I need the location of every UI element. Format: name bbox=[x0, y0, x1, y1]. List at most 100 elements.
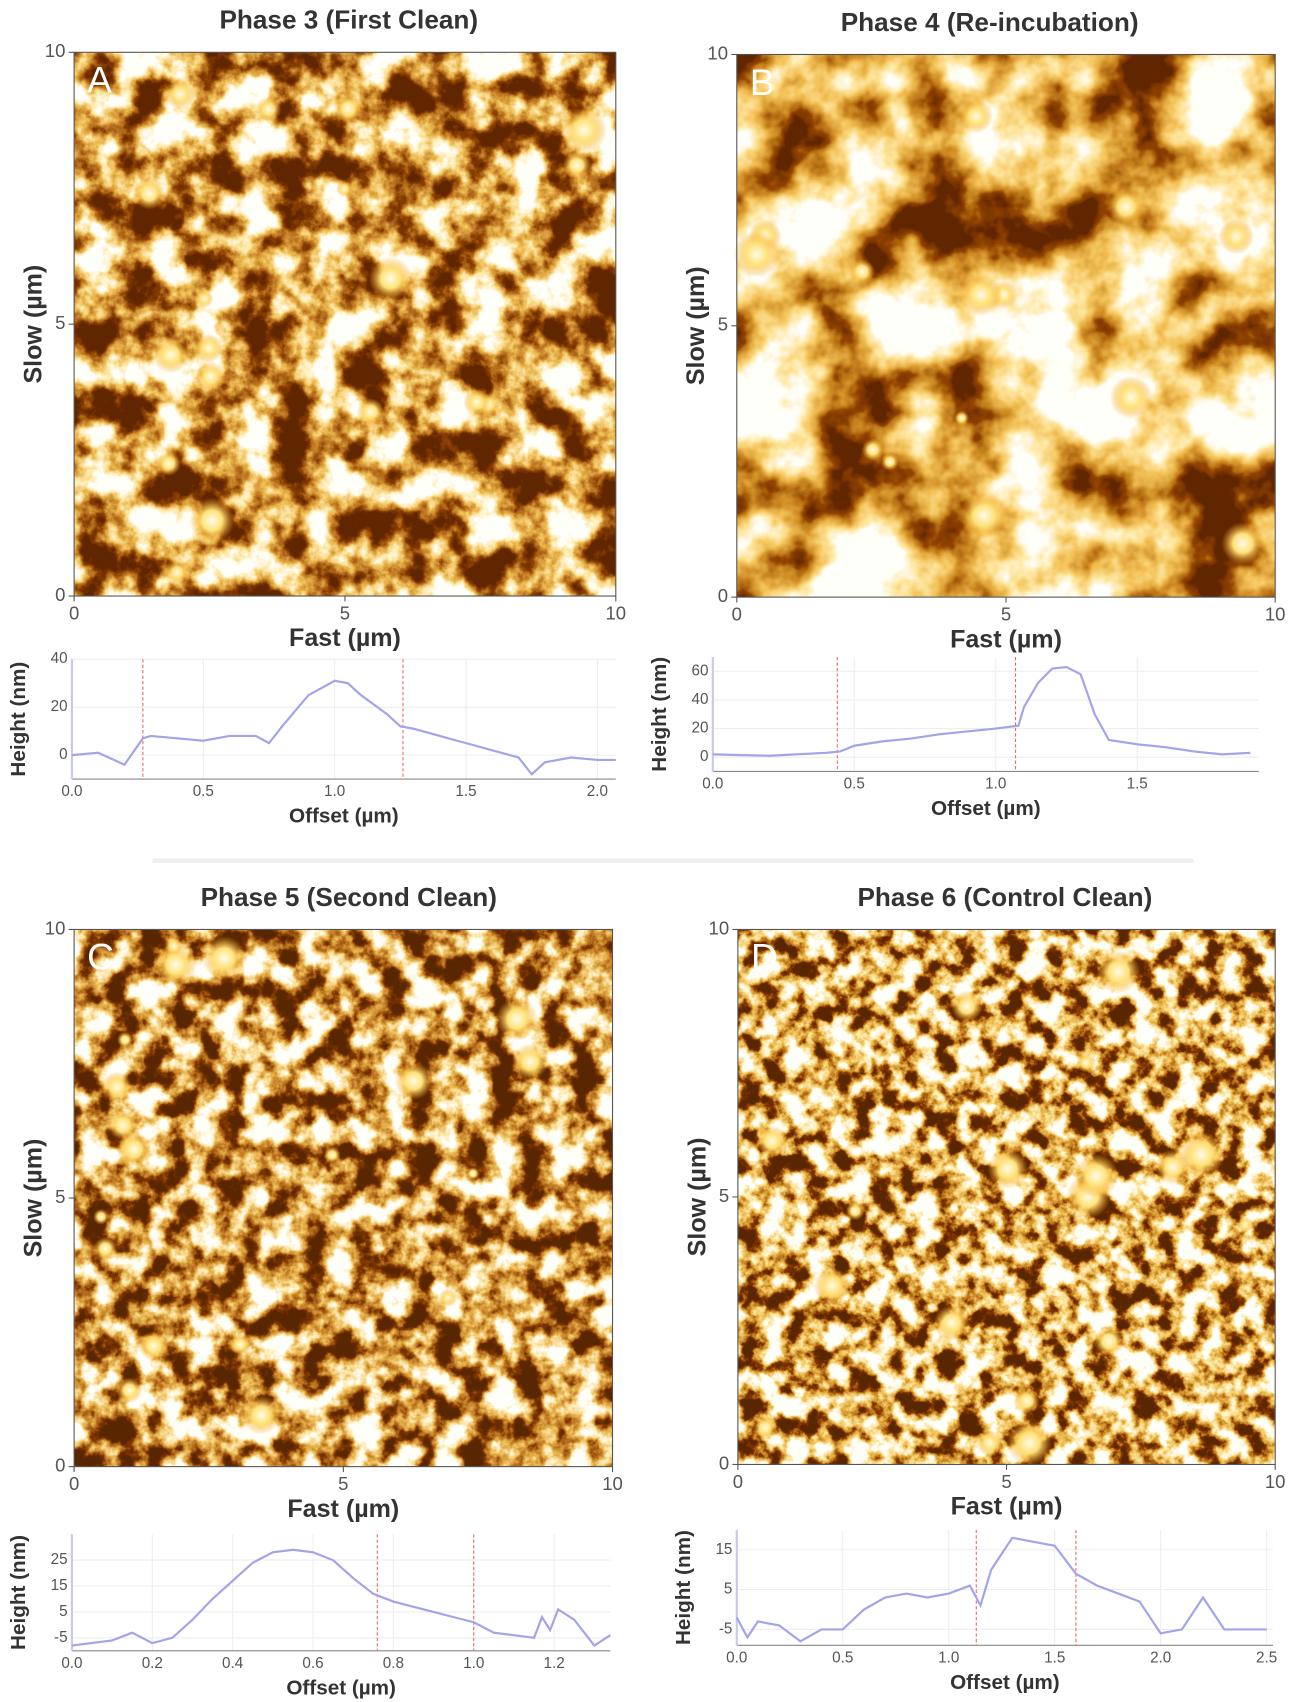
particle bbox=[334, 95, 363, 124]
panel-title: Phase 3 (First Clean) bbox=[219, 5, 478, 35]
particle bbox=[165, 79, 195, 109]
particle bbox=[196, 290, 214, 308]
y-tick-label: 10 bbox=[707, 42, 728, 63]
panel-label: B bbox=[750, 61, 775, 103]
particle bbox=[466, 1167, 479, 1180]
particle bbox=[1221, 522, 1264, 565]
x-axis-label: Fast (µm) bbox=[287, 1495, 399, 1523]
x-tick-label: 10 bbox=[602, 1473, 623, 1494]
y-tick-label: 10 bbox=[45, 40, 66, 61]
x-tick-label: 0.2 bbox=[142, 1655, 163, 1672]
x-tick-label: 2.0 bbox=[1150, 1649, 1171, 1666]
particle bbox=[1014, 1388, 1040, 1414]
y-axis-label: Height (nm) bbox=[7, 1535, 30, 1650]
x-tick-label: 0.0 bbox=[702, 776, 723, 793]
y-tick-label: 20 bbox=[691, 720, 708, 737]
particle bbox=[1007, 1421, 1052, 1466]
y-tick-label: 25 bbox=[51, 1551, 68, 1568]
y-axis-label: Slow (µm) bbox=[20, 265, 48, 384]
x-tick-label: 1.5 bbox=[455, 783, 476, 800]
y-tick-label: 5 bbox=[59, 1603, 67, 1620]
y-tick-label: 0 bbox=[718, 585, 728, 606]
x-tick-label: 1.2 bbox=[543, 1655, 564, 1672]
particle bbox=[324, 1147, 341, 1164]
afm-image bbox=[738, 929, 1275, 1464]
x-axis-label: Offset (µm) bbox=[289, 805, 399, 828]
y-tick-label: 10 bbox=[45, 917, 66, 938]
particle bbox=[1107, 188, 1144, 225]
particle bbox=[496, 998, 538, 1040]
particle bbox=[395, 1062, 433, 1100]
particle bbox=[202, 936, 246, 980]
y-axis-label: Slow (µm) bbox=[20, 1139, 48, 1258]
x-tick-label: 1.0 bbox=[985, 776, 1006, 793]
x-tick-label: 5 bbox=[1001, 1471, 1011, 1492]
x-tick-label: 0.0 bbox=[726, 1649, 747, 1666]
y-axis-label: Slow (µm) bbox=[683, 1138, 711, 1257]
x-axis-label: Offset (µm) bbox=[950, 1671, 1060, 1694]
x-axis-label: Fast (µm) bbox=[951, 1493, 1063, 1521]
particle bbox=[951, 990, 982, 1021]
particle bbox=[512, 1044, 548, 1080]
particle bbox=[256, 97, 281, 122]
y-tick-label: -5 bbox=[719, 1620, 733, 1637]
y-tick-label: 40 bbox=[691, 691, 708, 708]
particle bbox=[561, 107, 607, 153]
y-tick-label: 15 bbox=[51, 1577, 68, 1594]
x-axis-label: Offset (µm) bbox=[286, 1676, 396, 1699]
particle bbox=[846, 1201, 865, 1220]
particle bbox=[733, 231, 779, 277]
particle bbox=[195, 334, 224, 363]
x-tick-label: 1.5 bbox=[1127, 776, 1148, 793]
y-tick-label: 0 bbox=[55, 1455, 65, 1476]
x-axis-label: Offset (µm) bbox=[931, 797, 1041, 820]
x-tick-label: 0.5 bbox=[832, 1649, 853, 1666]
x-tick-label: 10 bbox=[1265, 1471, 1286, 1492]
profile-line bbox=[713, 667, 1251, 756]
y-tick-label: 0 bbox=[59, 746, 67, 763]
particle bbox=[1097, 950, 1141, 994]
y-tick-label: 40 bbox=[51, 650, 68, 667]
particle bbox=[139, 1331, 168, 1360]
y-axis-label: Height (nm) bbox=[672, 1530, 695, 1645]
particle bbox=[439, 1289, 457, 1307]
y-tick-label: 0 bbox=[700, 748, 708, 765]
y-axis-label: Height (nm) bbox=[7, 662, 30, 777]
y-tick-label: 5 bbox=[718, 314, 728, 335]
panel-title: Phase 4 (Re-incubation) bbox=[841, 7, 1139, 37]
y-tick-label: -5 bbox=[54, 1629, 68, 1646]
particle bbox=[196, 362, 225, 391]
particle bbox=[1074, 1154, 1119, 1199]
particle bbox=[93, 1209, 109, 1225]
x-tick-label: 0 bbox=[69, 1473, 79, 1494]
particle bbox=[977, 1430, 1003, 1456]
particle bbox=[1094, 1326, 1124, 1356]
x-tick-label: 0 bbox=[69, 602, 79, 623]
particle bbox=[959, 100, 993, 134]
particle bbox=[960, 274, 1002, 316]
particle bbox=[1237, 1217, 1253, 1233]
particle bbox=[153, 337, 190, 374]
particle bbox=[242, 1396, 281, 1435]
particle bbox=[336, 181, 352, 197]
x-tick-label: 2.5 bbox=[1256, 1649, 1277, 1666]
particle bbox=[862, 439, 884, 461]
particle bbox=[814, 1268, 850, 1304]
panel-label: A bbox=[87, 59, 112, 101]
particle bbox=[369, 257, 413, 301]
y-tick-label: 5 bbox=[719, 1185, 729, 1206]
particle bbox=[230, 1334, 251, 1355]
particle bbox=[117, 1032, 133, 1048]
panel-title: Phase 6 (Control Clean) bbox=[857, 882, 1152, 912]
particle bbox=[133, 177, 166, 210]
particle bbox=[849, 259, 875, 285]
x-axis-label: Fast (µm) bbox=[289, 624, 401, 652]
figure: Phase 3 (First Clean) A 0 5 10 0 5 10 Fast (µm) S… bbox=[0, 0, 1297, 1702]
particle bbox=[102, 1072, 132, 1102]
panel-label: D bbox=[751, 936, 778, 978]
particle bbox=[1110, 376, 1153, 419]
particle bbox=[934, 1305, 970, 1341]
particle bbox=[117, 1377, 143, 1403]
x-tick-label: 0 bbox=[733, 1471, 743, 1492]
x-tick-label: 10 bbox=[1265, 604, 1286, 625]
